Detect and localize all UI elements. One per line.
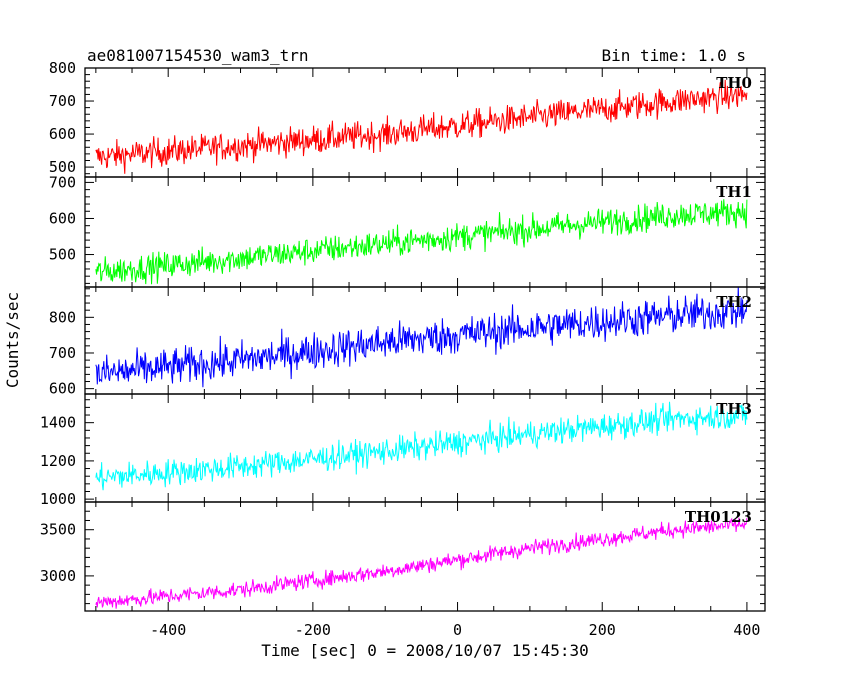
x-tick-label: 400 (733, 621, 760, 639)
y-tick-label: 600 (49, 125, 76, 143)
series-line-th2 (95, 287, 748, 388)
panel-label-th2: TH2 (716, 293, 752, 311)
y-tick-label: 700 (49, 344, 76, 362)
panel-label-th1: TH1 (716, 183, 752, 201)
panel-th1: 500 600 700 TH1 (49, 173, 766, 288)
panel-frame (84, 67, 766, 178)
series-line-th0 (95, 79, 748, 174)
panel-label-th0: TH0 (716, 74, 752, 92)
y-tick-label: 500 (49, 246, 76, 264)
x-tick-label: 200 (589, 621, 616, 639)
y-tick-label: 1400 (40, 414, 76, 432)
y-tick-label: 3500 (40, 521, 76, 539)
panel-th0123: 3000 3500 TH0123 (40, 501, 766, 612)
bin-time-label: Bin time: 1.0 s (602, 46, 747, 65)
x-tick-label: 0 (453, 621, 462, 639)
panel-label-th3: TH3 (716, 400, 752, 418)
panels-group: 500 600 700 800 TH0 500 600 700 TH1 600 700 800 TH2 1… (40, 59, 766, 639)
y-tick-label: 1000 (40, 490, 76, 508)
series-line-th1 (95, 199, 748, 285)
panel-frame (84, 501, 766, 612)
y-tick-label: 800 (49, 59, 76, 77)
y-tick-label: 500 (49, 158, 76, 176)
y-axis-label: Counts/sec (3, 292, 22, 388)
panel-th3: 1000 1200 1400 TH3 (40, 393, 766, 508)
x-axis-label: Time [sec] 0 = 2008/10/07 15:45:30 (261, 641, 589, 660)
x-tick-label: -200 (295, 621, 331, 639)
chart-title: ae081007154530_wam3_trn (87, 46, 309, 65)
x-tick-label: -400 (150, 621, 186, 639)
panel-th0: 500 600 700 800 TH0 (49, 59, 766, 178)
series-line-th3 (95, 401, 748, 491)
panel-th2: 600 700 800 TH2 (49, 286, 766, 398)
series-line-th0123 (95, 514, 748, 609)
y-tick-label: 800 (49, 308, 76, 326)
y-tick-label: 600 (49, 380, 76, 398)
y-tick-label: 3000 (40, 567, 76, 585)
panel-frame (84, 286, 766, 395)
panel-label-th0123: TH0123 (685, 508, 752, 526)
y-tick-label: 700 (49, 173, 76, 191)
y-tick-label: 600 (49, 209, 76, 227)
y-tick-label: 1200 (40, 452, 76, 470)
y-tick-label: 700 (49, 92, 76, 110)
